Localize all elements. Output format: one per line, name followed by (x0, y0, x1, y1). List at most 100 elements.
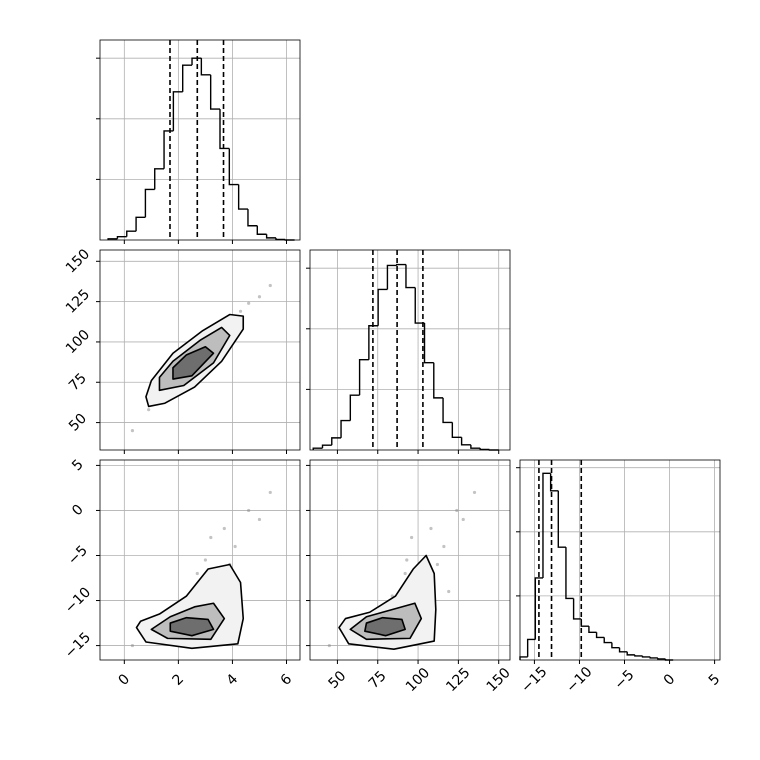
histogram-bin (395, 263, 406, 266)
histogram-bin (377, 288, 388, 326)
panel (96, 39, 301, 244)
histogram-bin (618, 647, 628, 653)
histogram-bin (265, 234, 276, 239)
histogram-bin (200, 58, 211, 76)
panel-frame (309, 459, 511, 661)
sample-point (410, 535, 414, 540)
histogram-bin (565, 547, 574, 600)
x-tick-label: −10 (563, 664, 595, 696)
y-tick-label: 5 (69, 457, 87, 475)
histogram-bin (275, 237, 286, 241)
contour (364, 616, 406, 637)
histogram-bin (256, 225, 267, 235)
histogram-bin (312, 447, 323, 450)
histogram-bin (572, 598, 582, 620)
histogram-bin (595, 632, 605, 639)
sample-point (435, 562, 440, 567)
contour (169, 616, 215, 637)
x-tick-label: 100 (403, 665, 433, 695)
sample-point (222, 526, 226, 531)
x-tick-label: 50 (325, 668, 349, 692)
y-tick-label: 75 (66, 370, 90, 394)
histogram-bin (557, 490, 566, 548)
histogram-bin (340, 419, 351, 438)
histogram-bin (247, 209, 258, 227)
y-tick-label: 0 (69, 502, 87, 520)
histogram-bin (423, 323, 434, 364)
panel-frame (99, 459, 301, 661)
sample-point (405, 558, 409, 562)
histogram-bin (649, 656, 658, 659)
sample-point (403, 571, 407, 576)
histogram-bin (154, 168, 165, 190)
panel-frame (99, 39, 301, 241)
x-tick-label: 125 (443, 665, 473, 695)
histogram-bin (144, 188, 155, 218)
histogram-bin (358, 358, 369, 396)
histogram-bin (534, 577, 543, 640)
y-tick-label: 100 (63, 327, 93, 357)
histogram-bin (526, 638, 536, 657)
panel (306, 249, 511, 454)
histogram-bin (542, 472, 551, 578)
x-tick-label: 75 (366, 668, 390, 692)
histogram-bin (386, 264, 397, 290)
x-tick-label: 4 (224, 671, 242, 689)
y-tick-label: −10 (62, 584, 94, 616)
sample-point (455, 508, 459, 513)
x-tick-label: 5 (706, 671, 724, 689)
x-tick-label: 0 (661, 671, 679, 689)
x-tick-label: 6 (278, 671, 296, 689)
sample-point (247, 301, 251, 305)
sample-point (195, 571, 199, 576)
histogram-bin (228, 148, 239, 186)
histogram-bin (209, 74, 220, 110)
histogram-bin (611, 642, 620, 649)
histogram-bin (634, 654, 643, 657)
sample-point (203, 558, 208, 562)
y-tick-label: 125 (63, 287, 93, 317)
x-tick-label: −15 (518, 664, 550, 696)
histogram-bin (603, 637, 612, 644)
sample-point (257, 295, 262, 299)
histogram-bin (182, 64, 193, 92)
histogram-bin (580, 618, 589, 627)
x-tick-label: −5 (612, 667, 638, 693)
histogram-bin (657, 657, 666, 660)
x-tick-label: 150 (484, 665, 514, 695)
sample-point (447, 589, 451, 594)
sample-point (268, 283, 272, 288)
histogram-bin (433, 362, 444, 399)
histogram-bin (349, 394, 360, 421)
y-tick-label: 150 (63, 246, 93, 276)
histogram-bin (519, 656, 528, 660)
y-tick-label: −5 (65, 543, 91, 569)
histogram-bin (460, 437, 471, 446)
sample-point (247, 508, 251, 513)
histogram-bin (219, 109, 230, 150)
histogram-bin (237, 184, 248, 210)
panel-frame (309, 249, 511, 451)
sample-point (429, 526, 433, 531)
sample-point (233, 544, 237, 549)
panel: −15 −10 −5 0 5 (516, 459, 724, 696)
panel: 0 2 4 6 −15 −10 −5 0 5 (62, 457, 301, 689)
histogram-bin (116, 235, 127, 239)
panel-frame (519, 459, 721, 661)
histogram-bin (470, 444, 481, 449)
sample-point (257, 517, 262, 522)
sample-point (472, 490, 477, 495)
histogram-bin (588, 626, 597, 634)
sample-point (130, 643, 135, 648)
panel: 50 75 100 125 150 (306, 459, 514, 695)
histogram-bin (479, 448, 490, 451)
x-tick-label: 2 (170, 671, 188, 689)
sample-point (461, 517, 465, 522)
histogram-bin (442, 397, 453, 424)
histogram-bin (126, 230, 137, 237)
y-tick-label: −15 (62, 629, 94, 661)
histogram-bin (414, 287, 425, 324)
histogram-bin (172, 91, 183, 131)
histogram-bin (163, 130, 174, 169)
